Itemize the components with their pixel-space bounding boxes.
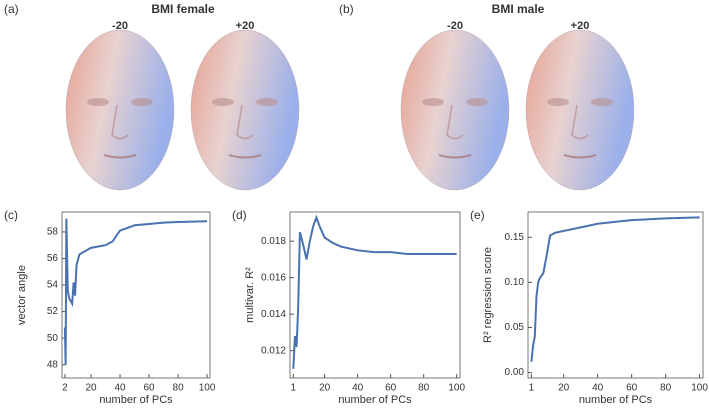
nose (446, 104, 464, 140)
face (525, 29, 635, 191)
y-tick-label: 50 (47, 333, 59, 344)
y-tick-label: 0.00 (505, 367, 525, 378)
nose (236, 104, 254, 140)
mouth (228, 154, 262, 159)
eye (87, 98, 109, 106)
x-tick-label: 100 (691, 383, 708, 394)
y-axis-label: R² regression score (482, 247, 494, 343)
line (530, 216, 700, 362)
eye (422, 98, 444, 106)
x-tick-label: 1 (291, 383, 297, 394)
plot-frame (61, 211, 211, 379)
panel-title: BMI female (151, 2, 215, 16)
eye (547, 98, 569, 106)
y-tick-label: 0.15 (505, 232, 525, 243)
x-tick-label: 20 (85, 383, 97, 394)
mouth (103, 154, 137, 159)
x-tick-label: 40 (352, 383, 364, 394)
eye (212, 98, 234, 106)
y-tick-label: 52 (47, 306, 59, 317)
x-axis-label: number of PCs (99, 394, 173, 404)
face-label: +20 (236, 20, 255, 32)
face (190, 29, 300, 191)
face-label: +20 (571, 20, 590, 32)
x-tick-label: 60 (385, 383, 397, 394)
panel-label: (c) (4, 208, 18, 222)
eye (131, 98, 153, 106)
y-axis-label: vector angle (16, 265, 28, 325)
panel-title: BMI male (492, 2, 545, 16)
panel-label: (a) (4, 2, 19, 16)
eye (466, 98, 488, 106)
mouth (563, 154, 597, 159)
eye (256, 98, 278, 106)
x-tick-label: 20 (558, 383, 570, 394)
y-tick-label: 0.014 (261, 309, 286, 320)
faces (65, 29, 635, 191)
y-tick-label: 0.018 (261, 236, 286, 247)
y-tick-label: 54 (47, 280, 59, 291)
y-tick-label: 58 (47, 227, 59, 238)
nose (571, 104, 589, 140)
x-tick-label: 100 (199, 383, 216, 394)
y-tick-label: 56 (47, 253, 59, 264)
plot-frame (289, 211, 461, 379)
x-tick-label: 80 (418, 383, 430, 394)
panel-label: (e) (470, 208, 485, 222)
y-tick-label: 0.10 (505, 277, 525, 288)
x-tick-label: 1 (529, 383, 535, 394)
y-tick-label: 0.016 (261, 272, 286, 283)
nose (111, 104, 129, 140)
x-tick-label: 100 (448, 383, 465, 394)
line (63, 218, 208, 365)
y-tick-label: 48 (47, 359, 59, 370)
x-tick-label: 60 (626, 383, 638, 394)
y-tick-label: 0.012 (261, 345, 286, 356)
x-tick-label: 2 (62, 383, 68, 394)
y-tick-label: 0.05 (505, 322, 525, 333)
panel-label: (b) (339, 2, 354, 16)
x-tick-label: 60 (143, 383, 155, 394)
x-tick-label: 40 (592, 383, 604, 394)
plot-frame (527, 211, 704, 379)
line (292, 214, 457, 369)
x-axis-label: number of PCs (338, 394, 412, 404)
x-tick-label: 40 (114, 383, 126, 394)
face-label: -20 (447, 20, 463, 32)
x-tick-label: 20 (319, 383, 331, 394)
x-axis-label: number of PCs (579, 394, 653, 404)
panel-label: (d) (232, 208, 247, 222)
face (400, 29, 510, 191)
face (65, 29, 175, 191)
eye (591, 98, 613, 106)
y-axis-label: multivar. R² (244, 267, 256, 323)
mouth (438, 154, 472, 159)
x-tick-label: 80 (173, 383, 185, 394)
x-tick-label: 80 (660, 383, 672, 394)
face-label: -20 (112, 20, 128, 32)
